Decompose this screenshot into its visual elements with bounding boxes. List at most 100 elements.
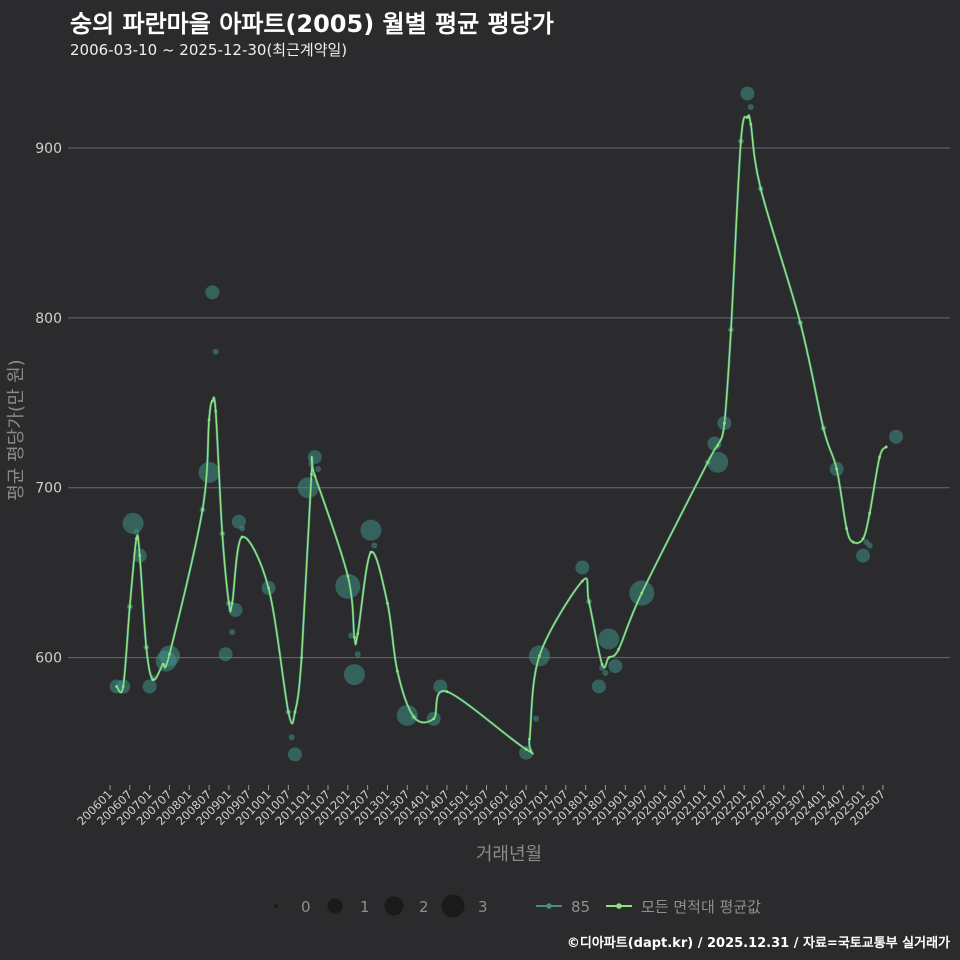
y-tick-label: 800 (35, 311, 62, 327)
legend-85-key-point (546, 903, 552, 909)
size-legend-label: 3 (478, 898, 488, 916)
data-point (122, 512, 144, 534)
size-legend-symbol (274, 904, 278, 908)
avg-line-point (395, 669, 399, 673)
avg-line-point (607, 656, 611, 659)
avg-line-point (369, 550, 373, 554)
avg-line-point (207, 418, 211, 422)
avg-line-point (135, 537, 138, 541)
legend: 0 1 2 3 85 모든 면적대 평균값 (274, 894, 761, 918)
legend-avg-key-point (616, 903, 622, 909)
y-axis: 600 700 800 900 (35, 141, 62, 667)
avg-line-point (220, 532, 224, 535)
avg-line-point (293, 710, 297, 714)
avg-line-point (580, 579, 584, 583)
size-legend-symbol (327, 898, 343, 914)
avg-line-point (121, 685, 125, 688)
avg-line-point (798, 321, 802, 325)
data-point (889, 429, 904, 444)
avg-line-point (300, 656, 303, 659)
avg-line-point (313, 474, 317, 478)
data-point (205, 285, 220, 300)
avg-line-point (386, 601, 389, 605)
avg-line-point (230, 601, 234, 605)
data-point (747, 104, 754, 111)
avg-line-point (524, 747, 528, 751)
data-point (866, 542, 873, 549)
data-point (335, 573, 361, 599)
data-point (354, 651, 361, 658)
data-point (598, 628, 620, 650)
data-point (297, 477, 319, 499)
avg-line-point (851, 540, 855, 544)
data-point (315, 466, 322, 473)
data-point (371, 542, 378, 549)
scatter-series-85 (109, 86, 904, 762)
size-legend-symbol (441, 894, 465, 918)
avg-line-point (445, 690, 449, 693)
avg-line-point (138, 554, 142, 558)
avg-line-series (115, 113, 888, 756)
avg-line-point (267, 586, 270, 590)
y-tick-label: 600 (35, 651, 62, 667)
data-point (591, 679, 606, 694)
avg-line-point (214, 409, 218, 413)
avg-line-point (845, 527, 848, 530)
data-point (396, 704, 418, 726)
avg-line-point (746, 115, 749, 119)
data-point (856, 548, 871, 563)
data-point (360, 519, 382, 541)
data-point (602, 669, 609, 676)
size-legend-label: 1 (360, 898, 370, 916)
chart-title: 숭의 파란마을 아파트(2005) 월별 평균 평당가 (70, 10, 554, 38)
avg-line-point (115, 685, 119, 688)
avg-line-point (240, 535, 244, 539)
avg-line-point (861, 537, 865, 541)
data-point (142, 679, 157, 694)
avg-line-point (128, 605, 132, 609)
avg-line-point (161, 662, 165, 666)
avg-line-point (310, 472, 313, 476)
avg-line-point (151, 678, 155, 682)
avg-line-point (600, 662, 604, 666)
y-tick-label: 900 (35, 141, 62, 157)
grid-lines (68, 147, 950, 659)
avg-line-point (412, 715, 416, 719)
size-legend-label: 0 (301, 898, 311, 916)
size-legend-symbol (384, 896, 404, 916)
avg-line-point (729, 328, 733, 332)
avg-line-point (201, 508, 204, 512)
data-point (212, 348, 219, 355)
avg-line-point (617, 647, 621, 651)
avg-line-point (356, 632, 360, 636)
size-legend-label: 2 (419, 898, 429, 916)
y-axis-title: 평균 평당가(만 원) (6, 359, 27, 500)
avg-line-point (286, 710, 290, 714)
avg-line-point (346, 574, 350, 578)
data-point (198, 461, 220, 483)
data-point (707, 451, 729, 473)
source-caption: ©디아파트(dapt.kr) / 2025.12.31 / 자료=국토교통부 실… (566, 936, 950, 951)
avg-line-point (168, 652, 171, 656)
data-point (575, 560, 590, 575)
x-axis-title: 거래년월 (476, 844, 542, 865)
data-point (740, 86, 755, 101)
avg-line-point (706, 460, 710, 464)
data-point (288, 734, 295, 741)
data-point (307, 450, 322, 465)
avg-line-point (722, 421, 726, 425)
data-point (287, 747, 302, 762)
avg-line-point (884, 445, 888, 449)
avg-line-point (227, 601, 231, 605)
avg-line-point (587, 600, 591, 603)
data-point (348, 632, 355, 639)
data-point (533, 715, 540, 722)
avg-line-point (835, 467, 839, 471)
y-tick-label: 700 (35, 481, 62, 497)
avg-line-point (822, 426, 825, 430)
legend-avg-label: 모든 면적대 평균값 (641, 898, 761, 916)
data-point (229, 629, 236, 636)
data-point (343, 664, 365, 686)
avg-line-point (759, 187, 763, 191)
